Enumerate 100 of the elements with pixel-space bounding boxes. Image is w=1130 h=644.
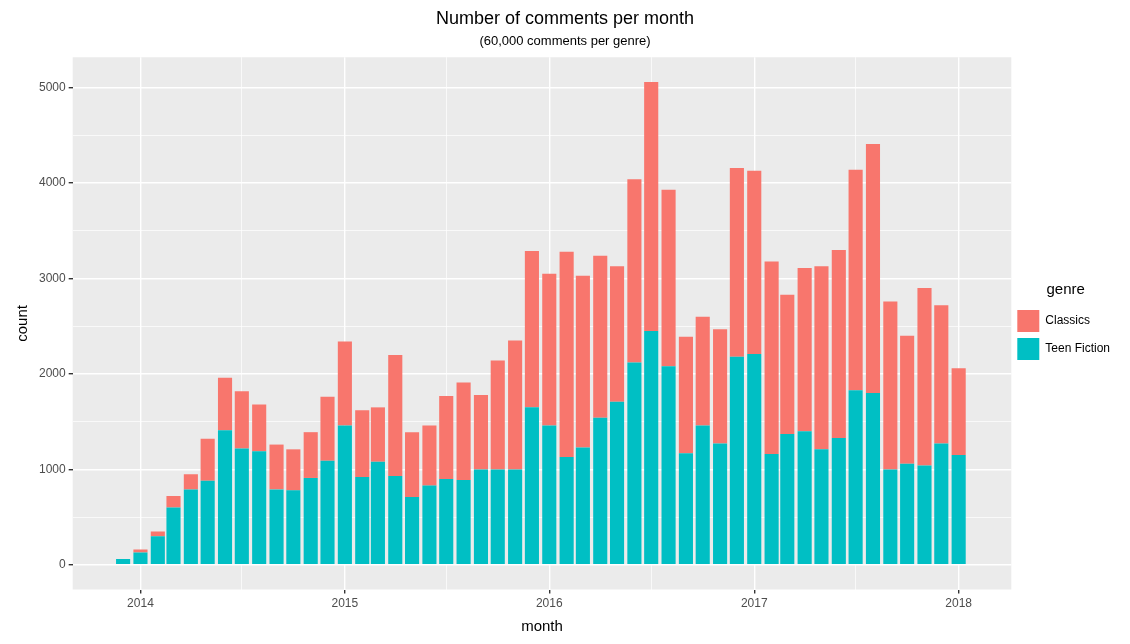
bar <box>200 480 215 565</box>
bar <box>609 266 625 402</box>
bar <box>713 329 728 444</box>
bar <box>865 393 881 565</box>
bar <box>729 356 744 565</box>
bar <box>524 407 539 565</box>
bar <box>627 362 642 565</box>
bar <box>644 82 659 332</box>
bar <box>456 382 471 480</box>
bar <box>951 368 966 456</box>
bar <box>456 479 471 565</box>
bar <box>661 189 676 367</box>
bar <box>286 490 301 565</box>
bar <box>575 275 590 448</box>
bar <box>900 463 915 565</box>
bar <box>848 390 863 565</box>
bar <box>337 341 352 426</box>
bar <box>644 331 659 565</box>
bar <box>439 395 454 479</box>
bar <box>678 336 693 454</box>
bar <box>303 477 318 565</box>
bar <box>320 460 335 565</box>
bar <box>337 425 352 565</box>
x-tick-label: 2018 <box>945 596 973 611</box>
bar <box>490 360 505 470</box>
y-tick-label: 5000 <box>38 80 67 95</box>
bar <box>797 431 812 565</box>
bar <box>422 425 437 486</box>
y-tick-label: 1000 <box>38 461 67 476</box>
bar <box>678 453 693 565</box>
bar <box>695 425 710 565</box>
bar <box>559 456 574 565</box>
bar <box>934 443 949 565</box>
bar <box>883 301 898 470</box>
bar <box>269 444 284 490</box>
y-tick-label: 4000 <box>38 175 67 190</box>
bar <box>900 335 915 464</box>
bar <box>217 377 233 431</box>
bar <box>831 249 846 438</box>
x-tick-label: 2016 <box>535 596 563 611</box>
bar <box>848 169 863 391</box>
bar <box>370 461 385 565</box>
chart-title: Number of comments per month <box>435 7 695 28</box>
bar <box>814 266 829 450</box>
bar <box>303 432 318 478</box>
bar <box>286 449 301 491</box>
bar <box>524 250 539 408</box>
bar <box>542 425 557 565</box>
bar <box>490 469 505 565</box>
bar <box>234 391 249 449</box>
bar <box>883 469 898 565</box>
x-axis-title: month <box>521 617 563 635</box>
bar <box>183 474 198 490</box>
bar <box>269 489 284 565</box>
bar <box>609 401 625 565</box>
bar <box>133 552 148 565</box>
bar <box>593 417 608 565</box>
x-tick-label: 2017 <box>740 596 768 611</box>
bar <box>865 144 881 394</box>
bar <box>713 443 728 565</box>
y-tick-label: 2000 <box>38 366 67 381</box>
bar <box>729 167 744 357</box>
bar <box>355 410 370 478</box>
bar <box>252 451 267 565</box>
bar <box>508 469 523 565</box>
bar <box>439 478 454 565</box>
bar <box>320 396 335 461</box>
legend-label: Classics <box>1045 313 1090 328</box>
bar <box>831 437 846 565</box>
bar <box>934 305 949 444</box>
bar <box>695 316 710 426</box>
bar <box>405 497 420 565</box>
bar <box>234 448 249 565</box>
bar <box>575 447 590 565</box>
bar <box>116 559 131 565</box>
bar <box>797 268 812 432</box>
y-axis-title: count <box>13 304 31 342</box>
bar <box>422 485 437 565</box>
bar <box>508 340 523 470</box>
bar <box>355 477 370 565</box>
bar <box>200 438 215 481</box>
bar <box>473 469 489 565</box>
bar <box>252 404 267 452</box>
bar <box>217 430 233 565</box>
bar <box>388 476 403 565</box>
chart-subtitle: (60,000 comments per genre) <box>479 32 651 48</box>
bar <box>150 531 165 537</box>
bar <box>370 407 385 462</box>
y-tick-label: 0 <box>59 557 67 572</box>
bar <box>473 394 489 470</box>
x-tick-label: 2014 <box>127 596 155 611</box>
legend-label: Teen Fiction <box>1045 341 1110 356</box>
bar <box>542 273 557 426</box>
bar <box>747 170 762 354</box>
bar <box>917 465 932 565</box>
bar <box>593 255 608 418</box>
legend-title: genre <box>1046 279 1085 297</box>
bar <box>951 455 966 565</box>
x-tick-label: 2015 <box>331 596 359 611</box>
bar <box>166 496 181 508</box>
